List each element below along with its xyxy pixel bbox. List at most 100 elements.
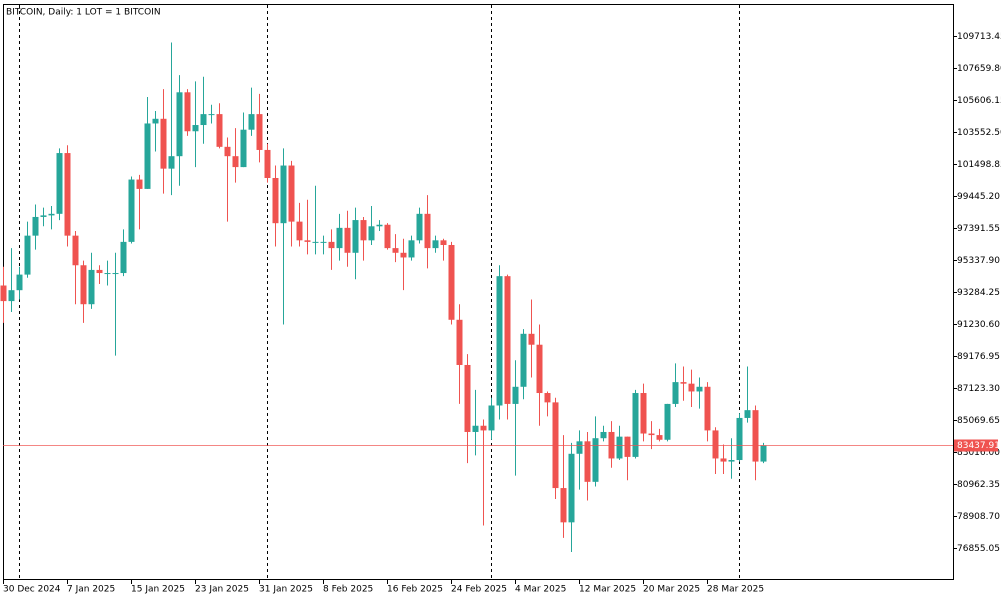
candle-body	[312, 241, 319, 243]
candle-body	[648, 433, 655, 436]
candle-body	[464, 364, 471, 432]
candle-body	[592, 438, 599, 482]
candle-body	[352, 220, 359, 253]
x-tick-label: 4 Mar 2025	[515, 585, 566, 595]
candle-body	[616, 436, 623, 459]
x-tick-label: 30 Dec 2024	[3, 585, 61, 595]
x-tick-label: 23 Jan 2025	[195, 585, 249, 595]
x-tick-label: 8 Feb 2025	[323, 585, 373, 595]
candle-body	[88, 269, 95, 305]
candle-body	[432, 240, 439, 249]
candle-body	[256, 114, 263, 150]
candle-body	[712, 430, 719, 459]
candle-body	[416, 213, 423, 241]
candle-body	[240, 129, 247, 168]
candle-body	[304, 240, 311, 242]
candle-body	[376, 224, 383, 227]
candle-body	[688, 383, 695, 392]
y-tick-label: 95337.90	[957, 256, 1000, 266]
x-tick-label: 15 Jan 2025	[131, 585, 185, 595]
y-tick-label: 99445.20	[957, 192, 1000, 202]
candle-body	[128, 179, 135, 242]
candle-body	[40, 215, 47, 217]
candle-body	[272, 177, 279, 224]
y-tick-label: 76855.05	[957, 544, 1000, 554]
candle-body	[680, 382, 687, 384]
candle-body	[56, 153, 63, 214]
candle-body	[104, 273, 111, 275]
candle-body	[152, 118, 159, 124]
candle-body	[568, 453, 575, 523]
candle-body	[440, 240, 447, 245]
candle-body	[280, 165, 287, 224]
x-tick-label: 16 Feb 2025	[387, 585, 443, 595]
candle-body	[176, 92, 183, 157]
candle-body	[208, 114, 215, 116]
candle-body	[696, 386, 703, 392]
candle-body	[752, 410, 759, 462]
candle-body	[472, 425, 479, 432]
candle-body	[184, 92, 191, 132]
candle-body	[120, 241, 127, 274]
candle-body	[48, 213, 55, 216]
y-tick-label: 101498.85	[957, 160, 1001, 170]
candle-body	[200, 114, 207, 126]
x-tick-label: 28 Mar 2025	[707, 585, 764, 595]
candle-body	[232, 156, 239, 168]
candle-body	[544, 393, 551, 403]
y-tick-label: 78908.70	[957, 512, 1000, 522]
candle-body	[424, 213, 431, 249]
candle-body	[64, 153, 71, 236]
x-tick-label: 20 Mar 2025	[643, 585, 700, 595]
candle-body	[336, 227, 343, 249]
y-tick-label: 105606.15	[957, 96, 1001, 106]
candle-body	[736, 417, 743, 461]
candle-body	[248, 114, 255, 130]
candle-body	[384, 224, 391, 249]
candle-body	[520, 333, 527, 387]
x-tick-label: 7 Jan 2025	[67, 585, 115, 595]
candle-body	[536, 344, 543, 394]
candle-body	[112, 273, 119, 275]
y-tick-label: 83016.00	[957, 448, 1000, 458]
candle-body	[192, 125, 199, 132]
candle-body	[288, 165, 295, 222]
candle-body	[360, 220, 367, 241]
candle-body	[488, 405, 495, 431]
candle-body	[328, 241, 335, 249]
x-tick-label: 12 Mar 2025	[579, 585, 636, 595]
candle-body	[216, 114, 223, 147]
candle-body	[504, 276, 511, 404]
candle-body	[160, 118, 167, 169]
candle-body	[720, 458, 727, 462]
candle-body	[640, 393, 647, 434]
last-price-box	[954, 439, 998, 452]
candle-body	[560, 488, 567, 523]
y-tick-label: 93284.25	[957, 288, 1000, 298]
candle-body	[600, 431, 607, 439]
candle-body	[72, 235, 79, 266]
candle-body	[664, 403, 671, 440]
x-tick-label: 31 Jan 2025	[259, 585, 313, 595]
candle-body	[512, 386, 519, 404]
candle-body	[496, 276, 503, 406]
y-tick-label: 103552.50	[957, 128, 1001, 138]
candle-body	[296, 221, 303, 241]
y-tick-label: 89176.95	[957, 352, 1000, 362]
candle-body	[400, 252, 407, 258]
candle-body	[8, 290, 15, 302]
candle-body	[584, 441, 591, 482]
candle-body	[392, 248, 399, 253]
candle-body	[528, 333, 535, 345]
candle-body	[456, 319, 463, 365]
candle-body	[80, 265, 87, 305]
candle-body	[368, 226, 375, 241]
x-tick-label: 24 Feb 2025	[451, 585, 507, 595]
candle-body	[408, 240, 415, 258]
y-tick-label: 109713.45	[957, 32, 1001, 42]
y-tick-label: 85069.65	[957, 416, 1000, 426]
candle-body	[344, 227, 351, 253]
last-price-label: 83437.91	[957, 441, 1000, 451]
candle-body	[320, 241, 327, 243]
